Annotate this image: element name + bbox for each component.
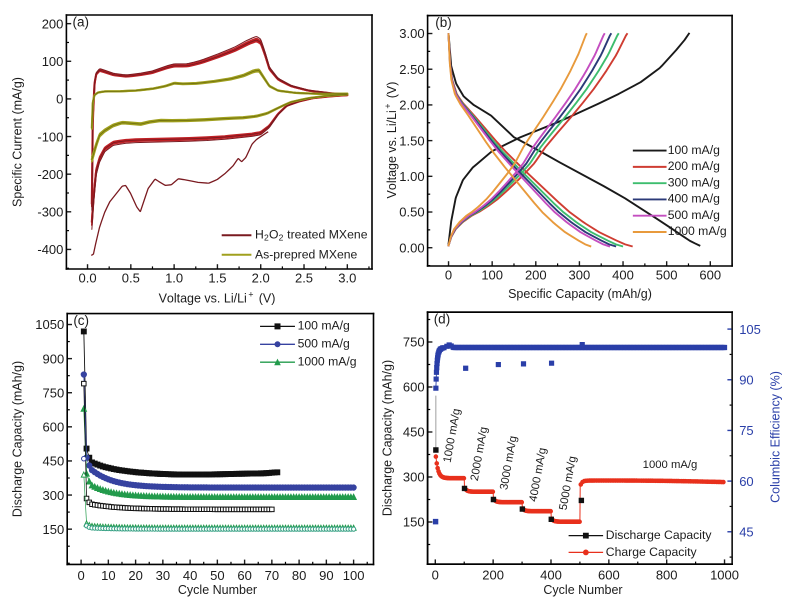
svg-text:40: 40 <box>183 568 197 583</box>
svg-text:2.0: 2.0 <box>252 270 270 285</box>
svg-text:0: 0 <box>432 568 439 583</box>
svg-text:90: 90 <box>319 568 333 583</box>
svg-text:300: 300 <box>42 488 64 503</box>
svg-text:200: 200 <box>42 16 64 31</box>
svg-text:600: 600 <box>42 420 64 435</box>
svg-text:200: 200 <box>525 267 547 282</box>
svg-text:1000 mA/g: 1000 mA/g <box>643 459 698 471</box>
svg-text:Specific Current (mA/g): Specific Current (mA/g) <box>11 77 25 207</box>
svg-text:-300: -300 <box>37 205 63 220</box>
svg-text:2.00: 2.00 <box>399 98 424 113</box>
svg-text:60: 60 <box>739 474 753 489</box>
svg-text:150: 150 <box>403 515 425 530</box>
svg-text:300: 300 <box>403 470 425 485</box>
svg-text:Discharge Capacity (mAh/g): Discharge Capacity (mAh/g) <box>381 360 395 516</box>
svg-text:600: 600 <box>403 380 425 395</box>
svg-text:H O t r: H O t r e a t e d M X e n e 2 2 <box>255 225 372 244</box>
svg-text:-200: -200 <box>37 167 63 182</box>
svg-text:300 mA/g: 300 mA/g <box>668 175 720 189</box>
svg-text:70: 70 <box>265 568 279 583</box>
svg-text:(a): (a) <box>73 15 90 30</box>
svg-text:90: 90 <box>739 372 753 387</box>
svg-text:(c): (c) <box>73 313 89 328</box>
svg-text:60: 60 <box>237 568 251 583</box>
svg-text:200 mA/g: 200 mA/g <box>668 159 720 173</box>
svg-text:0.50: 0.50 <box>399 205 424 220</box>
svg-text:750: 750 <box>42 385 64 400</box>
svg-text:800: 800 <box>656 568 678 583</box>
svg-text:2.5: 2.5 <box>295 270 313 285</box>
svg-text:0: 0 <box>56 92 63 107</box>
svg-text:Cycle Number: Cycle Number <box>543 583 622 597</box>
svg-text:105: 105 <box>739 322 761 337</box>
svg-text:500 mA/g: 500 mA/g <box>298 336 350 350</box>
svg-text:Specific Capacity (mAh/g): Specific Capacity (mAh/g) <box>508 287 652 301</box>
svg-text:30: 30 <box>156 568 170 583</box>
svg-text:As-prepred MXene: As-prepred MXene <box>255 247 358 261</box>
svg-text:2.50: 2.50 <box>399 62 424 77</box>
svg-text:-400: -400 <box>37 242 63 257</box>
svg-text:900: 900 <box>42 351 64 366</box>
svg-text:1050: 1050 <box>35 317 64 332</box>
svg-text:500: 500 <box>656 267 678 282</box>
svg-text:200: 200 <box>482 568 504 583</box>
svg-text:(d): (d) <box>434 312 451 327</box>
svg-text:0.5: 0.5 <box>122 270 140 285</box>
svg-text:80: 80 <box>292 568 306 583</box>
svg-text:0.00: 0.00 <box>399 240 424 255</box>
svg-text:0.0: 0.0 <box>78 270 96 285</box>
svg-text:20: 20 <box>128 568 142 583</box>
svg-text:3.0: 3.0 <box>338 270 356 285</box>
svg-text:Columbic Efficiency (%): Columbic Efficiency (%) <box>769 371 783 503</box>
svg-text:750: 750 <box>403 335 425 350</box>
svg-text:100 mA/g: 100 mA/g <box>668 143 720 157</box>
svg-text:-100: -100 <box>37 129 63 144</box>
svg-text:1.5: 1.5 <box>208 270 226 285</box>
svg-text:400: 400 <box>540 568 562 583</box>
svg-text:100: 100 <box>343 568 365 583</box>
svg-text:V o l t: V o l t a g e v s . L i / L i ( V ) + <box>383 77 400 198</box>
svg-text:1000 mA/g: 1000 mA/g <box>298 354 357 368</box>
svg-text:V o l t: V o l t a g e v s . L i / L i ( V ) + <box>159 289 280 306</box>
svg-text:1.0: 1.0 <box>165 270 183 285</box>
svg-text:Charge Capacity: Charge Capacity <box>606 545 698 559</box>
svg-text:Cycle Number: Cycle Number <box>178 583 257 597</box>
svg-text:0: 0 <box>77 568 84 583</box>
svg-text:75: 75 <box>739 423 753 438</box>
svg-text:400: 400 <box>612 267 634 282</box>
svg-text:100: 100 <box>42 54 64 69</box>
svg-text:450: 450 <box>403 425 425 440</box>
svg-text:150: 150 <box>42 522 64 537</box>
svg-text:10: 10 <box>101 568 115 583</box>
svg-text:3.00: 3.00 <box>399 26 424 41</box>
svg-text:300: 300 <box>569 267 591 282</box>
svg-text:100 mA/g: 100 mA/g <box>298 319 350 333</box>
svg-text:450: 450 <box>42 454 64 469</box>
svg-text:Discharge Capacity (mAh/g): Discharge Capacity (mAh/g) <box>10 361 24 517</box>
svg-text:1000 mA/g: 1000 mA/g <box>668 224 727 238</box>
svg-text:0: 0 <box>445 267 452 282</box>
svg-text:500 mA/g: 500 mA/g <box>668 208 720 222</box>
svg-text:50: 50 <box>210 568 224 583</box>
svg-text:1.50: 1.50 <box>399 133 424 148</box>
svg-text:1000: 1000 <box>710 568 739 583</box>
svg-text:Discharge Capacity: Discharge Capacity <box>606 528 713 542</box>
svg-text:600: 600 <box>699 267 721 282</box>
svg-text:100: 100 <box>481 267 503 282</box>
svg-text:45: 45 <box>739 524 753 539</box>
svg-text:600: 600 <box>598 568 620 583</box>
svg-text:1.00: 1.00 <box>399 169 424 184</box>
svg-text:400 mA/g: 400 mA/g <box>668 192 720 206</box>
svg-text:(b): (b) <box>435 15 452 30</box>
